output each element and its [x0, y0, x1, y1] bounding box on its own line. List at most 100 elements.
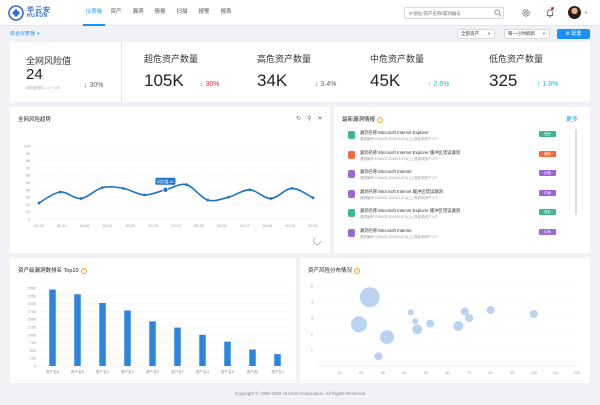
data-point	[37, 201, 41, 205]
x-tick-label: 00:26	[217, 224, 227, 228]
chevron-down-icon: ▼	[36, 31, 41, 36]
more-link[interactable]: 更多	[566, 117, 579, 123]
bar	[174, 327, 181, 366]
y-tick-label: 2000	[28, 302, 36, 306]
vuln-item[interactable]: 漏洞名称:Microsoft Internet 缓冲区错误漏洞 漏洞编号:CNNV…	[346, 186, 568, 206]
breadcrumb[interactable]: 综合仪表板 ▼	[10, 30, 40, 37]
nav-assets[interactable]: 资产	[110, 9, 122, 15]
scatter-point	[407, 309, 414, 316]
bar	[74, 294, 81, 366]
panel-title-text: 最新漏洞情报	[342, 117, 376, 123]
x-tick-label: 00:21	[103, 224, 113, 228]
nav-reports[interactable]: 报表	[220, 9, 232, 15]
x-tick-label: 00:18	[34, 224, 44, 228]
y-tick-label: 3	[311, 317, 313, 321]
vuln-item[interactable]: 漏洞名称:Microsoft Internet Explorer 漏洞编号:CNN…	[346, 127, 568, 147]
stat-value: 24	[26, 66, 43, 83]
gear-icon: ⚙	[565, 31, 571, 37]
vuln-item[interactable]: 漏洞名称:Microsoft Internet Explorer 缓冲区错误漏洞…	[346, 147, 568, 167]
stat-value: 34K	[257, 71, 288, 90]
search-icon[interactable]	[494, 9, 502, 17]
x-tick-label: 资产名E	[146, 369, 160, 374]
severity-badge: 中危	[539, 228, 556, 235]
data-point	[142, 193, 146, 197]
logo-text-en: HUAUN	[27, 13, 48, 19]
filter-icon[interactable]: ⚲	[307, 116, 312, 122]
vuln-item[interactable]: 漏洞名称:Microsoft Internet 漏洞编号:CNNVD-201901…	[346, 166, 568, 186]
x-tick-label: 20	[359, 371, 363, 375]
refresh-icon[interactable]: ↻	[296, 116, 302, 122]
logo[interactable]: 华云安 HUAUN	[8, 5, 51, 21]
config-button[interactable]: ⚙ 配置	[557, 29, 590, 39]
vuln-title: 漏洞名称:Microsoft Internet 缓冲区错误漏洞	[360, 188, 443, 194]
y-tick-label: 90	[26, 152, 30, 156]
bug-icon	[348, 209, 355, 217]
stat-sub: 风险值指标：0 ～ 100	[26, 86, 61, 90]
arrow-down-icon: ↓	[84, 82, 88, 89]
breadcrumb-label: 综合仪表板	[10, 31, 36, 37]
y-tick-label: 2	[311, 333, 313, 337]
vuln-item[interactable]: 漏洞名称:Microsoft Internet Explorer 缓冲区错误漏洞…	[346, 205, 568, 225]
x-tick-label: 60	[445, 371, 449, 375]
help-icon[interactable]: ?	[80, 267, 87, 274]
risk-trend-chart: 0 10 20 30 40 50 60 70 80 90 100 风险值:40 00:18 00:19 00…	[24, 145, 318, 228]
severity-badge: 超危	[539, 150, 556, 157]
logo-text-cn: 华云安	[27, 7, 51, 14]
gear-icon[interactable]	[521, 8, 531, 18]
y-tick-label: 750	[30, 341, 36, 345]
y-tick-label: 1250	[28, 326, 36, 330]
bell-icon[interactable]	[545, 8, 555, 18]
scatter-point	[374, 352, 383, 361]
notification-badge	[551, 7, 554, 10]
y-tick-label: 10	[26, 210, 30, 214]
logo-icon	[8, 5, 24, 21]
stat-trend: ↓ 3.4%	[315, 81, 336, 88]
severity-badge: 中危	[539, 189, 556, 196]
nav-scan[interactable]: 扫描	[176, 9, 188, 15]
vuln-item[interactable]: 漏洞名称:Microsoft Internet 漏洞编号:CNNVD-201901…	[346, 225, 568, 245]
y-tick-label: 80	[26, 159, 30, 163]
scatter-point	[453, 321, 464, 331]
nav-alerts[interactable]: 报警	[198, 9, 210, 15]
help-icon[interactable]: ?	[377, 116, 384, 123]
severity-badge: 低危	[539, 209, 556, 215]
vuln-meta: 漏洞编号:CNNVD-201901-874(上) 首影响资产:3个	[360, 234, 438, 239]
help-icon[interactable]: ?	[354, 267, 361, 274]
x-tick-label: 70	[467, 371, 471, 375]
x-tick-label: 资产名H	[221, 369, 235, 374]
refresh-interval-value: 每一小时刷新	[508, 31, 535, 36]
top-navigation-bar: 华云安 HUAUN 仪表板 资产 漏洞 情报 扫描 报警 报表 ▼	[0, 0, 600, 26]
x-tick-label: 00:19	[57, 224, 67, 228]
scrollbar[interactable]	[575, 129, 577, 215]
scatter-point	[351, 316, 368, 333]
vuln-meta: 漏洞编号:CNNVD-201901-874(上) 首影响资产:3个	[360, 195, 438, 200]
nav-intel[interactable]: 情报	[154, 9, 166, 15]
y-tick-label: 50	[26, 181, 30, 185]
x-tick-label: 40	[402, 371, 406, 375]
refresh-interval-select[interactable]: 每一小时刷新 ▼	[504, 29, 550, 39]
y-tick-label: 0	[28, 218, 30, 222]
nav-vulns[interactable]: 漏洞	[132, 9, 144, 15]
avatar[interactable]	[568, 6, 581, 19]
chevron-down-icon[interactable]: ▼	[584, 10, 588, 15]
x-tick-label: 00:23	[148, 224, 158, 228]
bar	[49, 289, 56, 366]
arrow-icon: ↑	[428, 81, 432, 88]
y-tick-label: 60	[26, 174, 30, 178]
data-point	[121, 186, 125, 190]
top10-bar-chart: 0 250 500 750 1000 1250 1500 1750 2000 2250 2500 资产…	[28, 287, 290, 374]
vuln-meta: 漏洞编号:CNNVD-201901-874(上) 首影响资产:3个	[360, 137, 438, 141]
nav-dashboard[interactable]: 仪表板	[83, 0, 105, 26]
y-tick-label: 70	[26, 166, 30, 170]
bar	[224, 341, 231, 366]
close-icon[interactable]: ✕	[317, 116, 323, 122]
chevron-down-icon: ▼	[487, 31, 491, 36]
stat-trend-value: 30%	[205, 81, 220, 88]
x-tick-label: 00:22	[126, 224, 136, 228]
scatter-point	[529, 310, 538, 318]
risk-trend-panel: 全网风险趋势 ↻ ⚲ ✕ 0 10 20 30 40 50 60 70 80 90 100 风险值:4…	[10, 107, 330, 253]
search-input[interactable]	[404, 7, 504, 19]
asset-filter-select[interactable]: 全部资产 ▼	[457, 29, 495, 39]
asset-filter-value: 全部资产	[461, 31, 479, 36]
data-point	[162, 186, 169, 193]
